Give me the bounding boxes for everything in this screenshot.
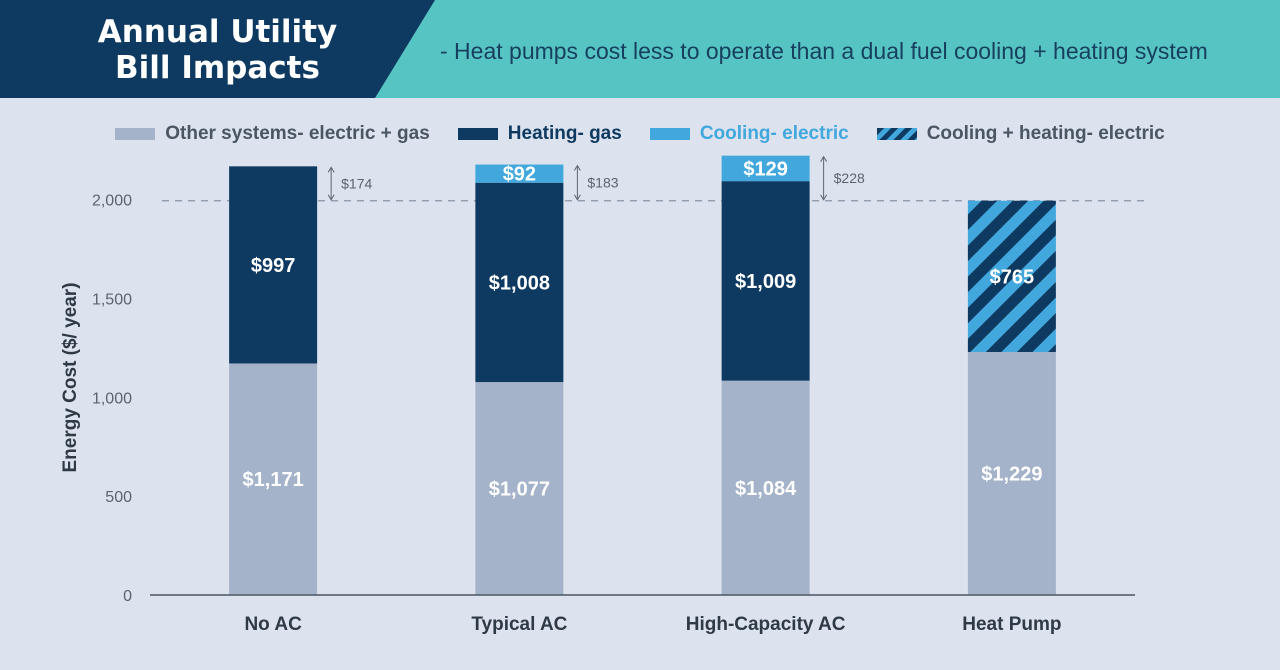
- legend-swatch-cooling-heating: [876, 128, 917, 140]
- y-tick-label: 500: [105, 489, 132, 506]
- y-tick-label: 1,500: [92, 291, 132, 308]
- data-label-other-typical-ac: $1,077: [489, 479, 550, 501]
- bar-heating-high-capacity-ac: [721, 181, 810, 381]
- legend-swatch-other: [115, 128, 156, 140]
- y-axis-label: Energy Cost ($/ year): [60, 282, 81, 472]
- x-tick-label-high-capacity-ac: High-Capacity AC: [686, 614, 846, 635]
- data-label-other-no-ac: $1,171: [243, 469, 304, 491]
- x-tick-label-typical-ac: Typical AC: [471, 614, 567, 635]
- legend-swatch-heating: [457, 128, 498, 140]
- data-label-cooling-typical-ac: $92: [503, 164, 536, 186]
- header-background: [0, 0, 1280, 98]
- bar-striped-heat-pump: [967, 200, 1056, 352]
- bar-other-no-ac: [229, 363, 318, 595]
- data-label-other-high-capacity-ac: $1,084: [735, 478, 797, 500]
- data-label-heating-high-capacity-ac: $1,009: [735, 271, 796, 293]
- legend-label-cooling-heating: Cooling + heating- electric: [926, 123, 1165, 144]
- data-label-cooling-high-capacity-ac: $129: [743, 158, 788, 180]
- difference-arrowhead-top-no-ac: [327, 166, 335, 173]
- data-label-heating-typical-ac: $1,008: [489, 272, 550, 294]
- difference-arrowhead-bottom-typical-ac: [573, 194, 581, 201]
- page-title-line-2: Bill Impacts: [115, 50, 320, 86]
- header: Annual Utility Bill Impacts - Heat pumps…: [0, 0, 1280, 98]
- data-label-striped-heat-pump: $765: [990, 266, 1035, 288]
- difference-label-no-ac: $174: [341, 176, 372, 192]
- bar-other-high-capacity-ac: [721, 380, 810, 595]
- legend-label-cooling: Cooling- electric: [699, 123, 849, 144]
- difference-arrowhead-bottom-no-ac: [327, 194, 335, 201]
- x-tick-label-heat-pump: Heat Pump: [962, 614, 1061, 635]
- y-tick-label: 1,000: [92, 390, 132, 407]
- legend-label-heating: Heating- gas: [507, 123, 622, 144]
- legend-item-cooling: Cooling- electric: [649, 123, 849, 145]
- page-subtitle: - Heat pumps cost less to operate than a…: [440, 38, 1208, 64]
- legend-swatch-cooling: [649, 128, 690, 140]
- legend-item-cooling-heating: Cooling + heating- electric: [876, 123, 1165, 145]
- bar-cooling-typical-ac: [475, 164, 564, 183]
- difference-arrowhead-top-typical-ac: [573, 164, 581, 171]
- bar-cooling-high-capacity-ac: [721, 155, 810, 182]
- y-tick-label: 0: [123, 588, 132, 605]
- title-banner: [0, 0, 435, 98]
- difference-label-typical-ac: $183: [587, 175, 618, 191]
- bar-heating-typical-ac: [475, 182, 564, 383]
- legend-item-other: Other systems- electric + gas: [115, 123, 430, 145]
- difference-label-high-capacity-ac: $228: [834, 170, 865, 186]
- x-tick-label-no-ac: No AC: [244, 614, 302, 635]
- difference-arrowhead-bottom-high-capacity-ac: [820, 194, 828, 201]
- page-title-line-1: Annual Utility: [97, 14, 338, 50]
- legend: Other systems- electric + gas Heating- g…: [0, 118, 1280, 150]
- legend-item-heating: Heating- gas: [457, 123, 622, 145]
- legend-label-other: Other systems- electric + gas: [165, 123, 430, 144]
- difference-arrowhead-top-high-capacity-ac: [820, 155, 828, 162]
- bar-heating-no-ac: [229, 166, 318, 364]
- data-label-other-heat-pump: $1,229: [981, 463, 1042, 485]
- bar-other-typical-ac: [475, 382, 564, 595]
- y-tick-label: 2,000: [92, 193, 132, 210]
- bar-other-heat-pump: [967, 351, 1056, 595]
- data-label-heating-no-ac: $997: [251, 255, 296, 277]
